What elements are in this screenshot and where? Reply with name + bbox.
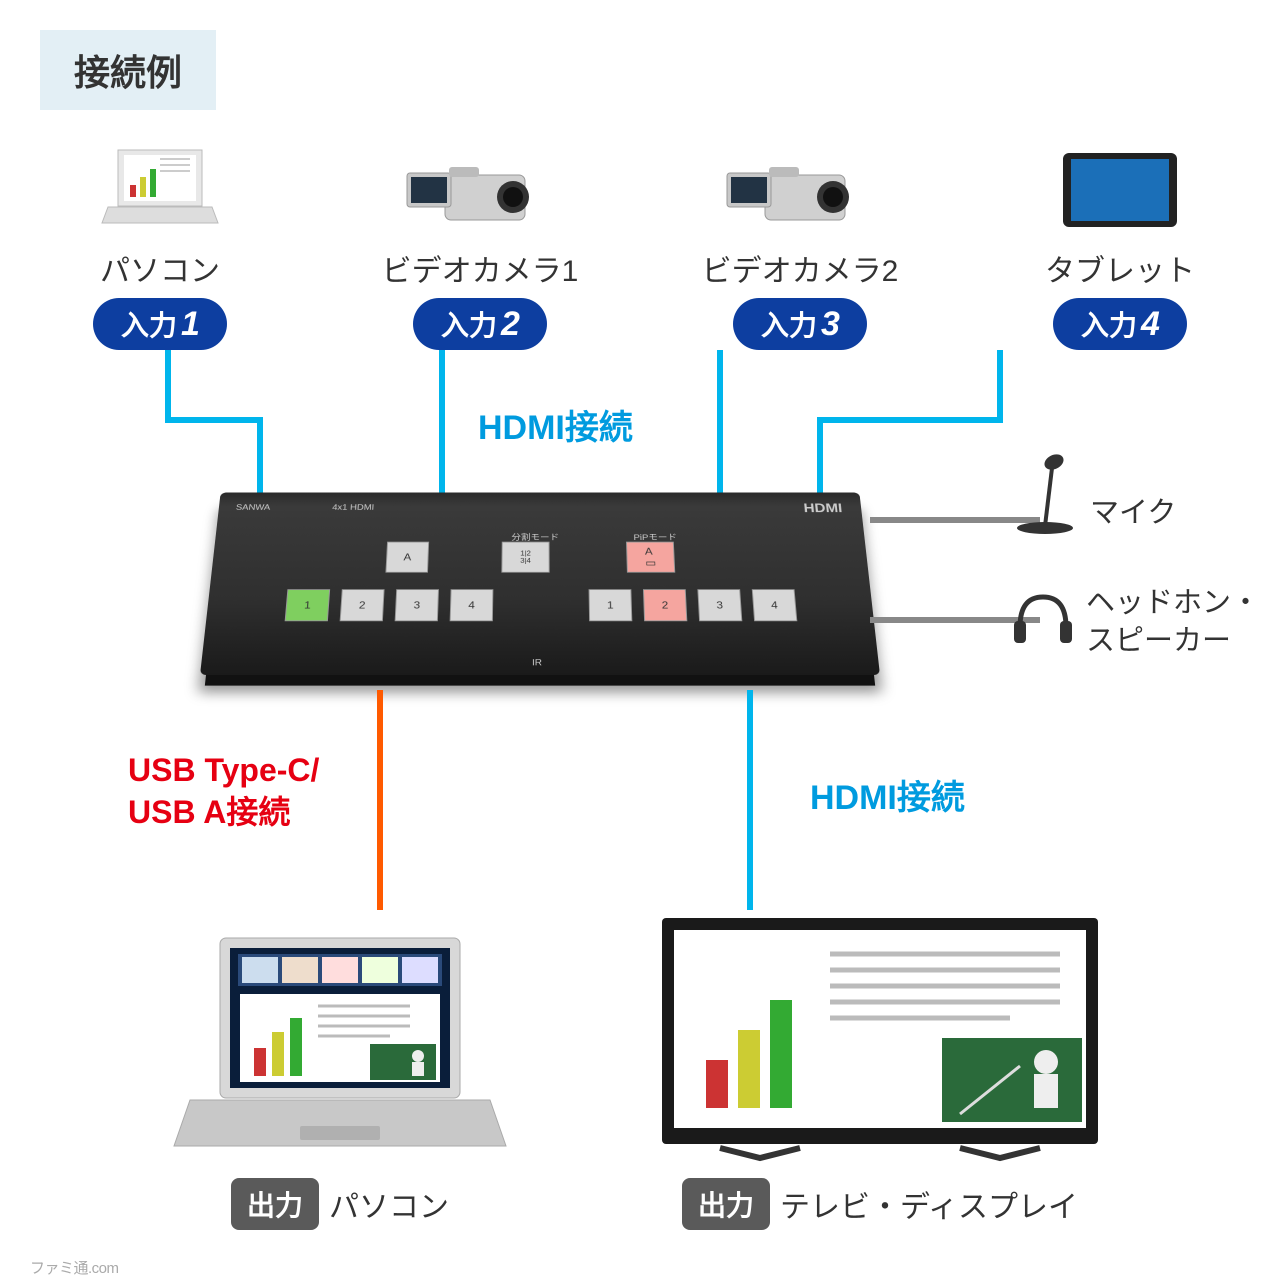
- switcher-top-btn: A: [385, 542, 429, 573]
- hdmi-label-bottom: HDMI接続: [810, 770, 965, 819]
- output-tv: 出力 テレビ・ディスプレイ: [650, 908, 1110, 1230]
- input-label-3: ビデオカメラ2: [702, 246, 899, 290]
- switcher-name: 4x1 HDMI: [332, 503, 375, 512]
- output-pill-1: 出力: [231, 1178, 319, 1230]
- camcorder-icon: [725, 145, 875, 235]
- mode1-label: 分割モード: [511, 530, 559, 542]
- right-btn-2: 2: [643, 589, 687, 621]
- input-device-tablet: タブレット 入力4: [990, 140, 1250, 350]
- left-btn-2: 2: [340, 589, 385, 621]
- input-label-2: ビデオカメラ1: [382, 246, 579, 290]
- mode2-btn: A▭: [626, 542, 675, 573]
- mic-icon: [1010, 438, 1080, 538]
- hdmi-logo: HDMI: [803, 502, 843, 516]
- tablet-icon: [1055, 145, 1185, 235]
- input-label-1: パソコン: [100, 246, 220, 290]
- mic-label: マイク: [1090, 495, 1176, 533]
- input-pill-2: 入力2: [413, 298, 547, 350]
- input-pill-3: 入力3: [733, 298, 867, 350]
- right-btn-4: 4: [752, 589, 798, 621]
- input-row: パソコン 入力1 ビデオカメラ1 入力2: [0, 140, 1280, 350]
- input-pill-1: 入力1: [93, 298, 227, 350]
- laptop-icon: [100, 145, 220, 235]
- input-pill-4: 入力4: [1053, 298, 1187, 350]
- output-label-2: テレビ・ディスプレイ: [780, 1182, 1078, 1226]
- usb-label: USB Type-C/USB A接続: [128, 750, 319, 833]
- left-btn-4: 4: [450, 589, 494, 621]
- output-laptop-icon: [170, 928, 510, 1168]
- switcher-device: SANWA 4x1 HDMI HDMI A 分割モード 1|23|4 PiPモー…: [200, 455, 880, 675]
- right-btn-1: 1: [589, 589, 633, 621]
- hdmi-label-top: HDMI接続: [478, 400, 633, 449]
- input-label-4: タブレット: [1045, 246, 1195, 290]
- ir-label: IR: [532, 658, 542, 668]
- left-btn-3: 3: [395, 589, 439, 621]
- output-pill-2: 出力: [682, 1178, 770, 1230]
- headphone-label: ヘッドホン・スピーカー: [1086, 585, 1260, 660]
- headphone-icon: [1008, 585, 1078, 655]
- title-box: 接続例: [40, 30, 216, 110]
- output-tv-icon: [650, 908, 1110, 1168]
- output-label-1: パソコン: [329, 1182, 449, 1226]
- switcher-brand: SANWA: [235, 503, 270, 512]
- output-row: 出力 パソコン: [0, 908, 1280, 1230]
- input-device-pc: パソコン 入力1: [30, 140, 290, 350]
- input-device-cam1: ビデオカメラ1 入力2: [350, 140, 610, 350]
- camcorder-icon: [405, 145, 555, 235]
- output-pc: 出力 パソコン: [170, 928, 510, 1230]
- mode2-label: PiPモード: [633, 530, 677, 542]
- left-btn-1: 1: [285, 589, 331, 621]
- watermark: ファミ通.com: [30, 1257, 119, 1278]
- right-btn-3: 3: [697, 589, 742, 621]
- mode1-btn: 1|23|4: [501, 542, 549, 573]
- input-device-cam2: ビデオカメラ2 入力3: [670, 140, 930, 350]
